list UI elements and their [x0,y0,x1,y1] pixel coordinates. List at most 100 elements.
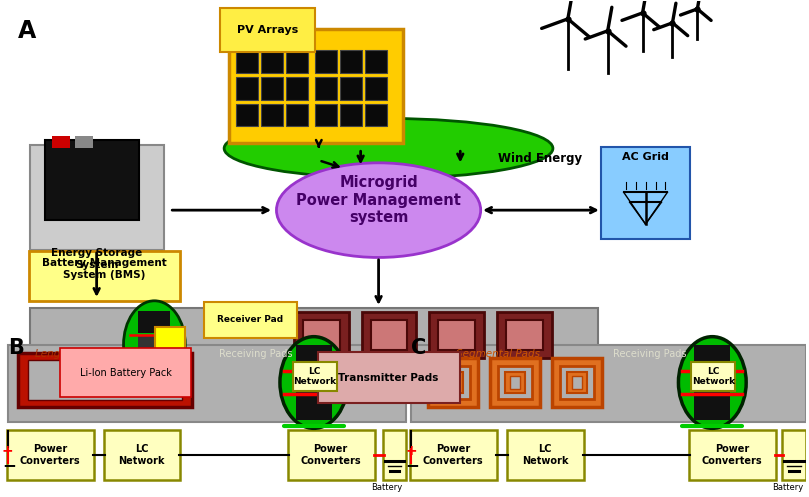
Text: Segmental Pads: Segmental Pads [456,348,540,359]
Text: Battery: Battery [371,483,403,492]
Text: A: A [18,19,36,43]
Text: Power
Converters: Power Converters [19,444,80,466]
Text: Energy Storage
System: Energy Storage System [51,248,142,269]
Bar [138,311,171,332]
Bar [296,344,332,369]
FancyBboxPatch shape [229,29,404,144]
Bar [572,376,582,390]
Text: B: B [8,337,23,358]
Bar [286,77,308,99]
Bar [296,397,332,420]
Bar [315,103,337,126]
Text: LC
Network: LC Network [118,444,165,466]
Bar [694,344,731,369]
FancyBboxPatch shape [303,320,340,349]
Text: Microgrid
Power Management
system: Microgrid Power Management system [296,175,461,225]
FancyBboxPatch shape [8,344,406,422]
FancyBboxPatch shape [362,312,417,357]
Bar [498,366,532,400]
FancyBboxPatch shape [782,430,806,480]
Bar [443,372,464,394]
Bar [694,397,731,420]
Bar [286,50,308,73]
Bar [261,50,283,73]
Text: LC
Network: LC Network [293,367,337,386]
Bar [552,357,602,408]
FancyBboxPatch shape [692,362,735,392]
FancyBboxPatch shape [104,430,180,480]
Ellipse shape [124,301,185,389]
FancyBboxPatch shape [410,430,497,480]
Text: Battery Management
System (BMS): Battery Management System (BMS) [42,258,167,280]
Ellipse shape [679,336,746,428]
Text: −: − [2,456,16,474]
FancyBboxPatch shape [30,146,164,250]
Text: AC Grid: AC Grid [622,153,669,163]
Bar [340,77,362,99]
Text: Wind Energy: Wind Energy [498,152,582,165]
FancyBboxPatch shape [155,327,185,353]
Bar [448,376,458,390]
Text: Transmitter Pads: Transmitter Pads [338,373,438,383]
Text: Power
Converters: Power Converters [702,444,763,466]
Bar [365,103,387,126]
Ellipse shape [224,118,553,178]
FancyBboxPatch shape [601,148,690,239]
Text: Receiving Pads: Receiving Pads [612,348,686,359]
Bar [52,136,70,149]
Text: Power
Converters: Power Converters [300,444,361,466]
FancyBboxPatch shape [438,320,475,349]
Bar [236,50,258,73]
Text: Receiving Pads: Receiving Pads [219,348,293,359]
Bar [315,50,337,73]
Bar [138,356,171,379]
FancyBboxPatch shape [371,320,408,349]
Bar [567,372,587,394]
Bar [429,357,478,408]
FancyBboxPatch shape [294,312,349,357]
Bar [340,50,362,73]
FancyBboxPatch shape [506,320,543,349]
FancyBboxPatch shape [507,430,584,480]
Bar [315,77,337,99]
FancyBboxPatch shape [293,362,337,392]
Bar [286,103,308,126]
Text: LC
Network: LC Network [522,444,568,466]
Bar [261,103,283,126]
Text: Li-Ion Battery Pack: Li-Ion Battery Pack [80,368,172,378]
Bar [694,371,731,395]
Text: C: C [412,337,426,358]
Bar [236,103,258,126]
Text: PV Arrays: PV Arrays [237,25,299,35]
Bar [510,376,520,390]
Text: −: − [405,456,419,474]
Text: +: + [405,444,417,458]
Bar [340,103,362,126]
FancyBboxPatch shape [288,430,375,480]
FancyBboxPatch shape [7,430,94,480]
FancyBboxPatch shape [30,308,598,373]
Ellipse shape [280,336,348,428]
Bar [365,50,387,73]
Ellipse shape [277,163,481,257]
FancyBboxPatch shape [430,312,484,357]
Bar [505,372,525,394]
FancyBboxPatch shape [497,312,552,357]
Text: LC
Network: LC Network [692,367,735,386]
FancyBboxPatch shape [29,251,180,301]
FancyBboxPatch shape [689,430,776,480]
Bar [236,77,258,99]
FancyBboxPatch shape [28,360,182,401]
Bar [138,334,171,354]
Text: Lengthy track: Lengthy track [35,348,107,359]
Text: Receiver Pad: Receiver Pad [217,315,283,324]
FancyBboxPatch shape [412,344,806,422]
Bar [560,366,594,400]
Text: +: + [2,444,14,458]
FancyBboxPatch shape [383,430,406,480]
Bar [74,136,93,149]
Bar [261,77,283,99]
Bar [365,77,387,99]
FancyBboxPatch shape [18,352,193,408]
Bar [296,371,332,395]
